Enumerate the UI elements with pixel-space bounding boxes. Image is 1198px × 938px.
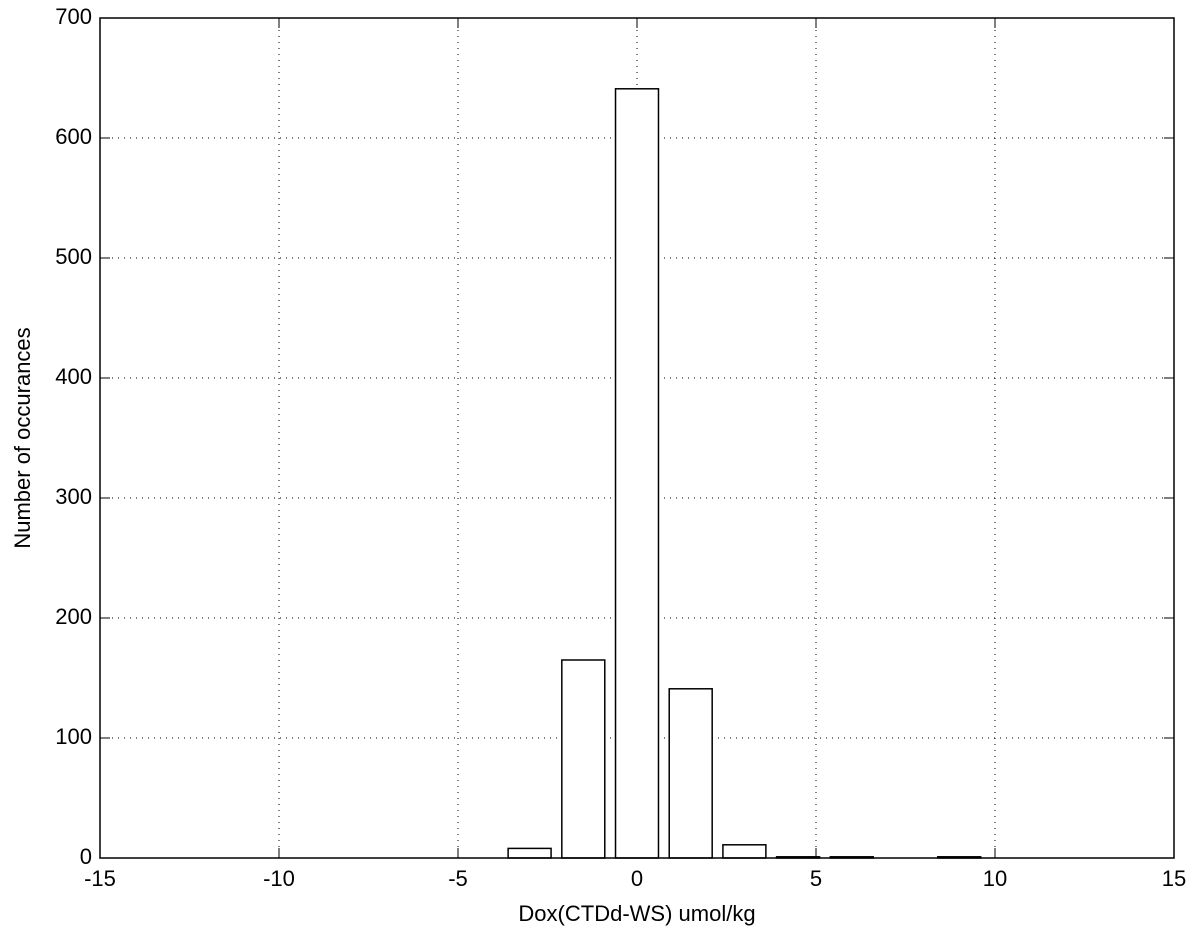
x-tick-label: -10	[263, 866, 295, 891]
bar	[668, 688, 713, 859]
y-tick-label: 400	[55, 364, 92, 389]
y-tick-label: 300	[55, 484, 92, 509]
x-tick-label: 5	[810, 866, 822, 891]
bar	[614, 88, 660, 859]
y-tick-label: 100	[55, 724, 92, 749]
x-tick-label: 0	[631, 866, 643, 891]
x-axis-label: Dox(CTDd-WS) umol/kg	[518, 901, 755, 926]
x-tick-label: 10	[983, 866, 1007, 891]
x-tick-label: 15	[1162, 866, 1186, 891]
y-tick-label: 200	[55, 604, 92, 629]
y-axis-label: Number of occurances	[10, 327, 35, 548]
y-tick-label: 500	[55, 244, 92, 269]
bar	[507, 847, 552, 859]
plot-frame	[99, 17, 1175, 859]
y-tick-label: 600	[55, 124, 92, 149]
x-tick-label: -5	[448, 866, 468, 891]
x-tick-label: -15	[84, 866, 116, 891]
y-tick-label: 700	[55, 4, 92, 29]
bar	[722, 844, 767, 859]
y-tick-label: 0	[80, 844, 92, 869]
bar	[561, 659, 606, 859]
